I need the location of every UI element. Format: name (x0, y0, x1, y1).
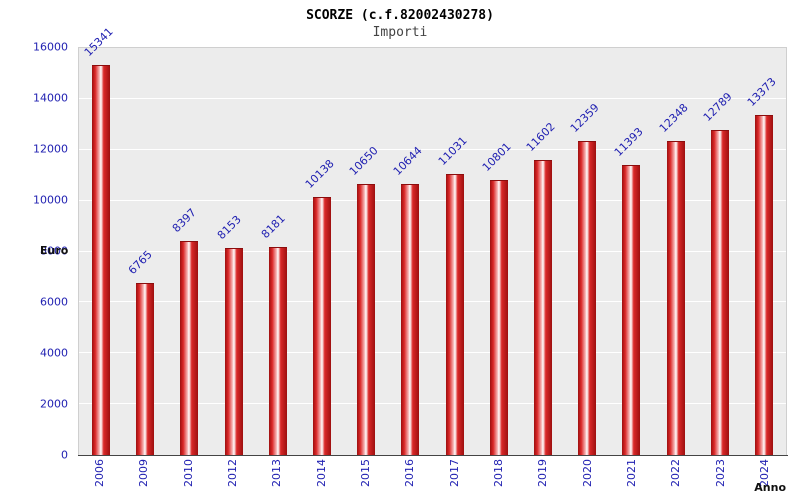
bar-2010 (180, 241, 199, 455)
x-tick-label: 2013 (270, 459, 284, 487)
y-tick-label: 6000 (40, 295, 68, 309)
x-tick-label: 2009 (137, 459, 151, 487)
x-tick-label: 2018 (491, 459, 505, 487)
bar-2015 (357, 184, 376, 455)
bar-2018 (489, 180, 508, 455)
bar-value-label: 8181 (258, 211, 288, 241)
bar-2023 (710, 129, 729, 455)
y-tick-label: 10000 (33, 193, 68, 207)
chart-subtitle: Importi (372, 25, 428, 40)
x-tick-label: 2010 (181, 459, 195, 487)
x-tick-label: 2017 (447, 459, 461, 487)
bar-2021 (622, 165, 641, 455)
x-tick-label: 2012 (226, 459, 240, 487)
bar-2024 (754, 114, 773, 455)
y-tick-label: 12000 (33, 142, 68, 156)
bar-value-label: 12789 (700, 89, 735, 124)
bar-value-label: 11393 (612, 125, 647, 160)
bar-2014 (313, 197, 332, 455)
y-tick-label: 8000 (40, 244, 68, 258)
bar-2012 (224, 247, 243, 455)
bar-2020 (578, 140, 597, 455)
chart-title: SCORZE (c.f.82002430278) (306, 8, 494, 23)
x-tick-label: 2023 (713, 459, 727, 487)
bar-value-label: 10138 (302, 157, 337, 192)
gridline (79, 97, 786, 99)
bar-value-label: 6765 (126, 247, 156, 277)
bar-2013 (268, 246, 287, 455)
x-tick-label: 2022 (669, 459, 683, 487)
gridline (79, 403, 786, 405)
y-axis-title: Euro (40, 244, 69, 257)
bar-2017 (445, 174, 464, 455)
x-tick-label: 2020 (580, 459, 594, 487)
bar-value-label: 11031 (435, 134, 470, 169)
bar-value-label: 10801 (479, 140, 514, 175)
bar-value-label: 8153 (214, 212, 244, 242)
bar-2006 (92, 64, 111, 455)
y-tick-label: 0 (61, 448, 68, 462)
bar-2019 (533, 159, 552, 455)
y-tick-label: 4000 (40, 346, 68, 360)
bar-value-label: 8397 (170, 206, 200, 236)
bar-value-label: 12359 (567, 100, 602, 135)
bar-value-label: 12348 (656, 100, 691, 135)
y-axis-ticks: 0 2000 4000 6000 8000 10000 12000 14000 16000 (0, 41, 72, 462)
bar-value-label: 13373 (744, 74, 779, 109)
x-axis-labels: 2006 2009 2010 2012 2013 2014 2015 2016 2017 2018… (78, 459, 787, 499)
x-tick-label: 2021 (624, 459, 638, 487)
y-tick-label: 2000 (40, 397, 68, 411)
x-tick-label: 2015 (359, 459, 373, 487)
x-tick-label: 2006 (93, 459, 107, 487)
bar-2009 (136, 282, 155, 455)
x-axis-title: Anno (754, 481, 786, 494)
x-tick-label: 2019 (536, 459, 550, 487)
x-axis-line (78, 455, 788, 456)
gridline (79, 148, 786, 150)
x-tick-label: 2014 (314, 459, 328, 487)
gridline (79, 352, 786, 354)
x-tick-label: 2016 (403, 459, 417, 487)
y-tick-label: 14000 (33, 91, 68, 105)
plot-area: 15341 6765 8397 8153 8181 10138 10650 10644 1103… (78, 25, 787, 455)
gridline (79, 301, 786, 303)
bar-2016 (401, 184, 420, 455)
gridline (79, 199, 786, 201)
y-tick-label: 16000 (33, 40, 68, 54)
gridline (79, 250, 786, 252)
bar-2022 (666, 140, 685, 455)
